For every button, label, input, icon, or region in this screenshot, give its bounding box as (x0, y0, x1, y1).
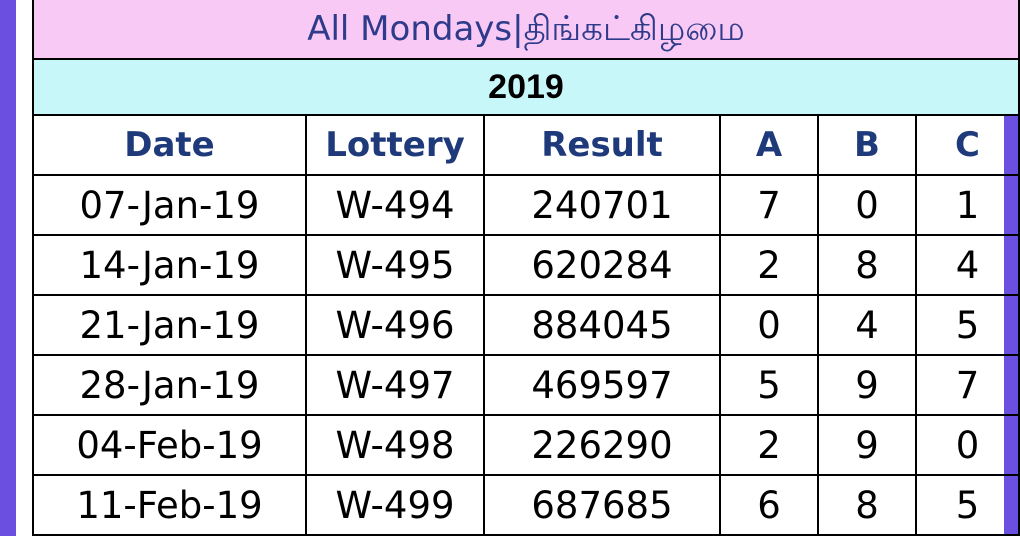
cell-b: 4 (818, 295, 917, 356)
cell-date: 04-Feb-19 (34, 415, 307, 476)
cell-date: 21-Jan-19 (34, 295, 307, 356)
cell-c: 1 (916, 175, 1018, 236)
cell-lottery: W-495 (306, 235, 485, 296)
results-table: Date Lottery Result A B C 07-Jan-19 W-49… (34, 116, 1018, 536)
cell-b: 0 (818, 175, 917, 236)
cell-a: 2 (720, 235, 819, 296)
column-header-b: B (818, 116, 917, 176)
cell-b: 8 (818, 475, 917, 536)
cell-c: 5 (916, 475, 1018, 536)
cell-result: 240701 (484, 175, 721, 236)
cell-date: 14-Jan-19 (34, 235, 307, 296)
table-row: 04-Feb-19 W-498 226290 2 9 0 (34, 415, 1018, 476)
cell-date: 07-Jan-19 (34, 175, 307, 236)
cell-a: 6 (720, 475, 819, 536)
cell-lottery: W-496 (306, 295, 485, 356)
table-row: 14-Jan-19 W-495 620284 2 8 4 (34, 235, 1018, 296)
cell-b: 8 (818, 235, 917, 296)
table-row: 28-Jan-19 W-497 469597 5 9 7 (34, 355, 1018, 416)
cell-a: 7 (720, 175, 819, 236)
cell-c: 4 (916, 235, 1018, 296)
cell-result: 884045 (484, 295, 721, 356)
cell-date: 11-Feb-19 (34, 475, 307, 536)
table-row: 21-Jan-19 W-496 884045 0 4 5 (34, 295, 1018, 356)
cell-lottery: W-497 (306, 355, 485, 416)
cell-lottery: W-498 (306, 415, 485, 476)
cell-a: 0 (720, 295, 819, 356)
table-row: 11-Feb-19 W-499 687685 6 8 5 (34, 475, 1018, 536)
cell-b: 9 (818, 355, 917, 416)
table-header-row: Date Lottery Result A B C (34, 116, 1018, 176)
table-row: 07-Jan-19 W-494 240701 7 0 1 (34, 175, 1018, 236)
cell-result: 620284 (484, 235, 721, 296)
cell-result: 687685 (484, 475, 721, 536)
cell-lottery: W-499 (306, 475, 485, 536)
cell-lottery: W-494 (306, 175, 485, 236)
cell-c: 0 (916, 415, 1018, 476)
column-header-date: Date (34, 116, 307, 176)
cell-b: 9 (818, 415, 917, 476)
column-header-a: A (720, 116, 819, 176)
column-header-result: Result (484, 116, 721, 176)
cell-a: 2 (720, 415, 819, 476)
cell-a: 5 (720, 355, 819, 416)
year-heading: 2019 (34, 60, 1018, 116)
results-sheet: All Mondays|திங்கட்கிழமை 2019 Date Lotte… (32, 0, 1020, 536)
cell-c: 7 (916, 355, 1018, 416)
column-header-lottery: Lottery (306, 116, 485, 176)
column-header-c: C (916, 116, 1018, 176)
cell-c: 5 (916, 295, 1018, 356)
page-title: All Mondays|திங்கட்கிழமை (34, 0, 1018, 60)
cell-date: 28-Jan-19 (34, 355, 307, 416)
cell-result: 469597 (484, 355, 721, 416)
cell-result: 226290 (484, 415, 721, 476)
